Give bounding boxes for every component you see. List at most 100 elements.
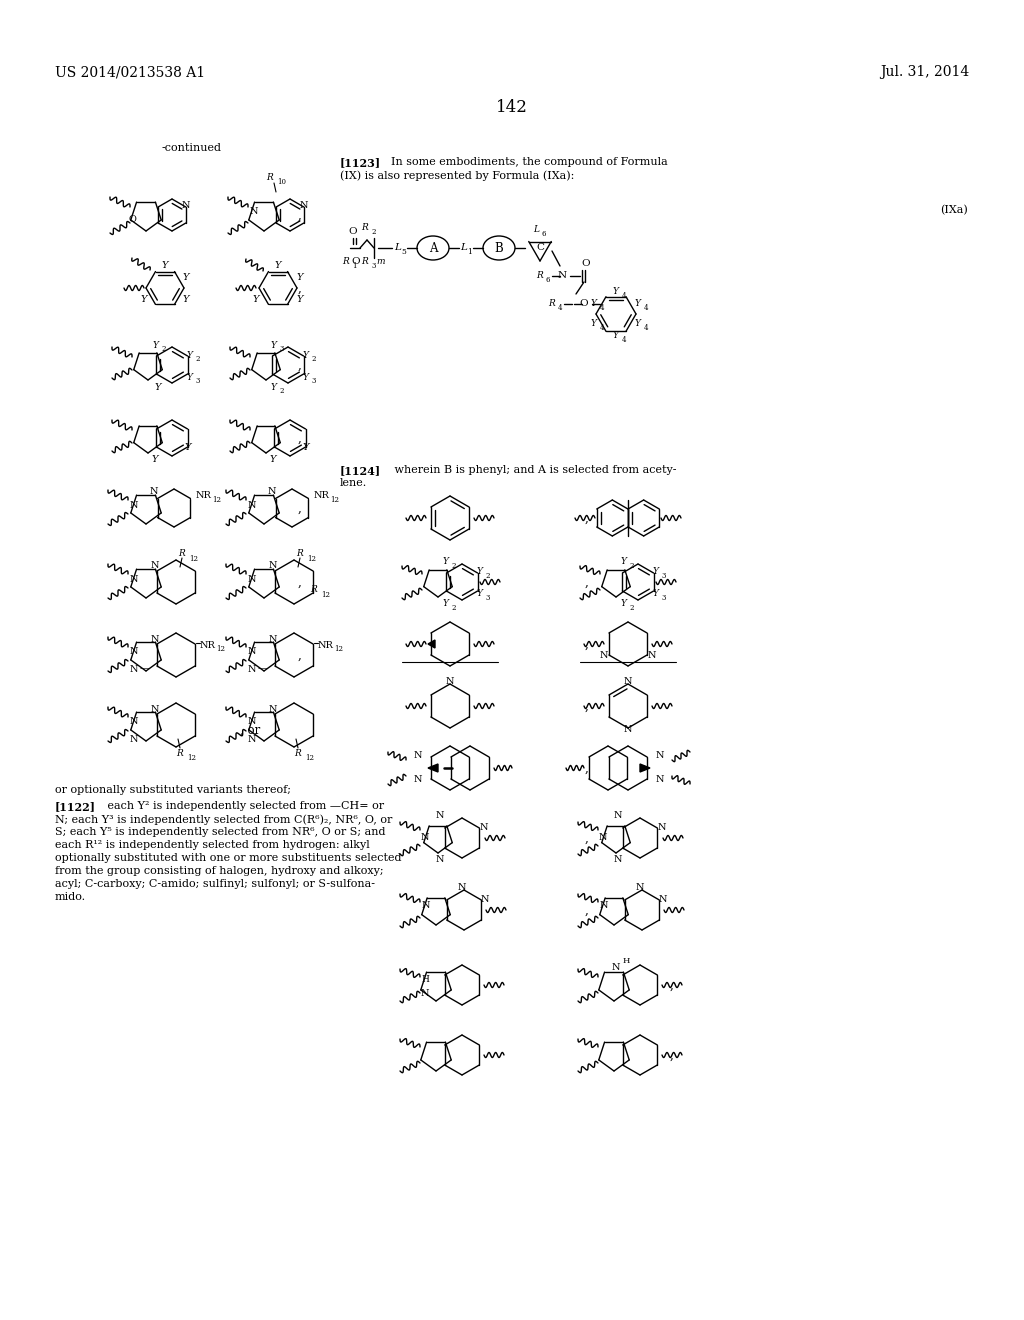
Text: ,: , [585,762,589,775]
Text: from the group consisting of halogen, hydroxy and alkoxy;: from the group consisting of halogen, hy… [55,866,384,876]
Text: 4: 4 [622,292,627,300]
Text: Y: Y [184,444,191,453]
Text: C: C [536,243,544,252]
Text: N: N [655,776,665,784]
Text: Y: Y [140,294,147,304]
Text: N: N [248,734,256,743]
Text: 12: 12 [321,591,330,599]
Text: 4: 4 [622,337,627,345]
Text: ,: , [585,903,589,916]
Text: N: N [130,734,138,743]
Text: R: R [361,257,369,267]
Text: Y: Y [635,300,641,309]
Text: N: N [600,651,608,660]
Text: R: R [361,223,369,232]
Text: Y: Y [182,272,189,281]
Text: lene.: lene. [340,478,368,488]
Text: Y: Y [635,319,641,329]
Text: 2: 2 [452,605,457,612]
Text: 5: 5 [401,248,406,256]
Text: N: N [268,705,278,714]
Text: 4: 4 [600,304,604,312]
Text: N: N [611,962,621,972]
Text: ,: , [298,209,302,222]
Text: N: N [150,487,159,496]
Text: Y: Y [303,351,309,359]
Text: N: N [268,635,278,644]
Text: N: N [421,833,429,842]
Text: 3: 3 [371,261,376,271]
Text: 2: 2 [630,605,635,612]
Text: Y: Y [297,294,303,304]
Text: m: m [376,256,384,265]
Text: N: N [480,895,489,904]
Text: -continued: -continued [162,143,222,153]
Text: ,: , [670,1048,674,1061]
Text: N: N [600,900,608,909]
Text: 12: 12 [307,554,316,564]
Text: N: N [248,500,256,510]
Text: 1: 1 [467,248,472,256]
Text: Y: Y [477,568,483,577]
Text: Y: Y [253,294,259,304]
Text: N: N [436,812,444,821]
Text: 12: 12 [189,554,198,564]
Text: —: — [139,664,148,673]
Text: optionally substituted with one or more substituents selected: optionally substituted with one or more … [55,853,401,863]
Text: 4: 4 [644,304,648,312]
Text: N: N [414,776,422,784]
Text: R: R [266,173,273,181]
Text: 3: 3 [662,572,667,579]
Text: 2: 2 [162,345,167,352]
Text: mido.: mido. [55,892,86,902]
Text: acyl; C-carboxy; C-amido; sulfinyl; sulfonyl; or S-sulfona-: acyl; C-carboxy; C-amido; sulfinyl; sulf… [55,879,375,888]
Text: 4: 4 [600,323,604,333]
Text: N; each Y³ is independently selected from C(R⁶)₂, NR⁶, O, or: N; each Y³ is independently selected fro… [55,814,392,825]
Text: N: N [130,574,138,583]
Text: 4: 4 [644,323,648,333]
Text: 2: 2 [486,572,490,579]
Text: 3: 3 [312,378,316,385]
Text: N: N [248,648,256,656]
Text: O: O [580,300,589,309]
Text: N: N [130,664,138,673]
Text: 12: 12 [305,754,314,762]
Text: Y: Y [613,288,618,297]
Text: Y: Y [187,351,193,359]
Text: N: N [268,561,278,570]
Text: 12: 12 [216,645,225,653]
Text: N: N [480,824,488,833]
Text: ,: , [670,978,674,991]
Text: Y: Y [297,272,303,281]
Text: In some embodiments, the compound of Formula: In some embodiments, the compound of For… [384,157,668,168]
Text: Y: Y [303,444,309,453]
Polygon shape [640,764,650,772]
Text: 3: 3 [196,378,201,385]
Text: 2: 2 [280,387,285,395]
Text: Y: Y [153,341,159,350]
Text: 3: 3 [486,594,490,602]
Text: or optionally substituted variants thereof;: or optionally substituted variants there… [55,785,291,795]
Text: Y: Y [591,319,597,329]
Text: H: H [623,957,631,965]
Text: R: R [176,748,183,758]
Text: Y: Y [271,341,278,350]
Text: Y: Y [653,568,659,577]
Text: Y: Y [182,294,189,304]
Text: Y: Y [653,590,659,598]
Text: 12: 12 [187,754,196,762]
Text: NR: NR [318,640,334,649]
Text: R: R [537,272,544,281]
Text: H: H [421,975,429,985]
Text: NR: NR [196,491,212,500]
Text: [1124]: [1124] [340,465,381,477]
Text: N: N [130,500,138,510]
Text: Y: Y [162,261,168,271]
Text: ,: , [298,648,302,661]
Text: N: N [636,883,644,892]
Text: each Y² is independently selected from —CH= or: each Y² is independently selected from —… [97,801,384,810]
Text: N: N [655,751,665,760]
Text: R: R [178,549,185,558]
Text: N: N [599,833,607,842]
Text: N: N [414,751,422,760]
